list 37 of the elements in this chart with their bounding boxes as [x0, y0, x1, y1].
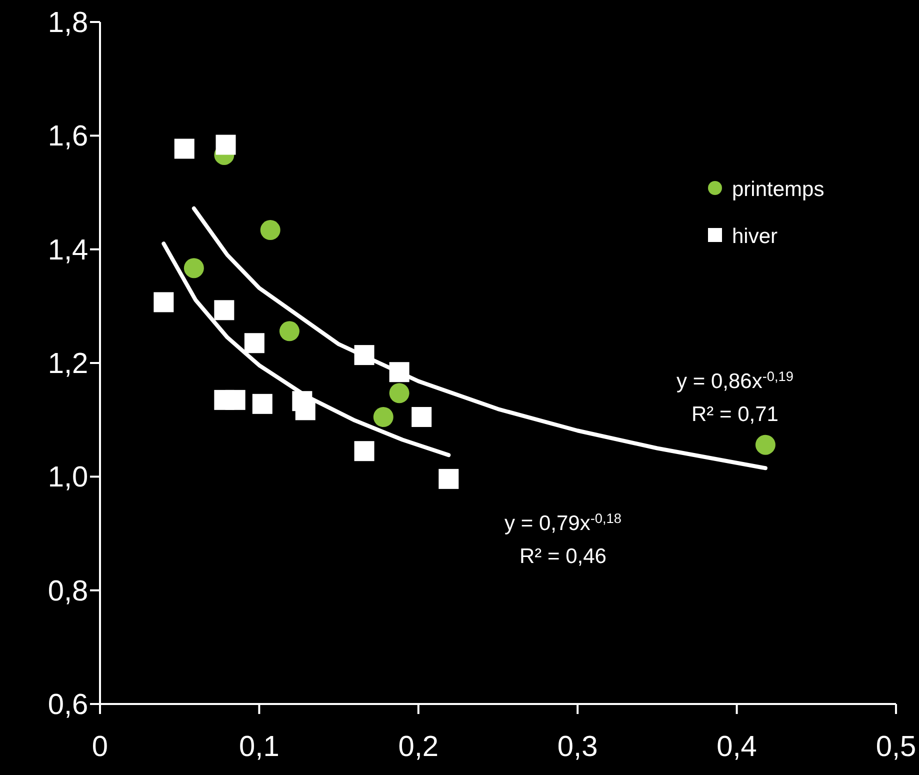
point [184, 258, 204, 278]
point [252, 394, 272, 414]
annotation: y = 0,86x$^{-0,19}$ [676, 368, 794, 393]
y-tick-label: 1,2 [48, 348, 88, 380]
point [174, 138, 194, 159]
annotation: R² = 0,71 [692, 403, 778, 426]
annotation: y = 0,79x$^{-0,18}$ [504, 510, 622, 535]
y-tick-label: 1,8 [48, 7, 88, 39]
y-tick-label: 1,0 [48, 462, 88, 494]
y-tick-label: 1,6 [48, 120, 88, 153]
x-tick-label: 0,4 [716, 731, 757, 763]
point [295, 400, 316, 420]
line-series [162, 242, 451, 458]
point [260, 220, 280, 240]
x-tick-label: 0 [92, 731, 108, 763]
point [154, 292, 174, 312]
point [354, 441, 374, 462]
x-tick-label: 0,3 [557, 731, 598, 763]
point [389, 383, 410, 404]
point [279, 321, 300, 342]
y-tick-label: 0,8 [48, 575, 88, 608]
y-tick-label: 0,6 [48, 689, 88, 721]
point [214, 300, 234, 320]
point [438, 468, 459, 489]
point [225, 390, 246, 410]
x-tick-label: 0,1 [239, 731, 280, 763]
legend-label: printemps [732, 178, 824, 201]
point [373, 406, 394, 427]
point [216, 134, 236, 155]
point [244, 333, 264, 354]
annotation: R² = 0,46 [520, 545, 606, 568]
x-tick-label: 0,5 [876, 731, 916, 763]
x-tick-label: 0,2 [398, 731, 439, 763]
point [755, 434, 776, 455]
point [412, 406, 432, 427]
y-tick-label: 1,4 [48, 234, 88, 266]
legend-label: hiver [732, 225, 778, 248]
